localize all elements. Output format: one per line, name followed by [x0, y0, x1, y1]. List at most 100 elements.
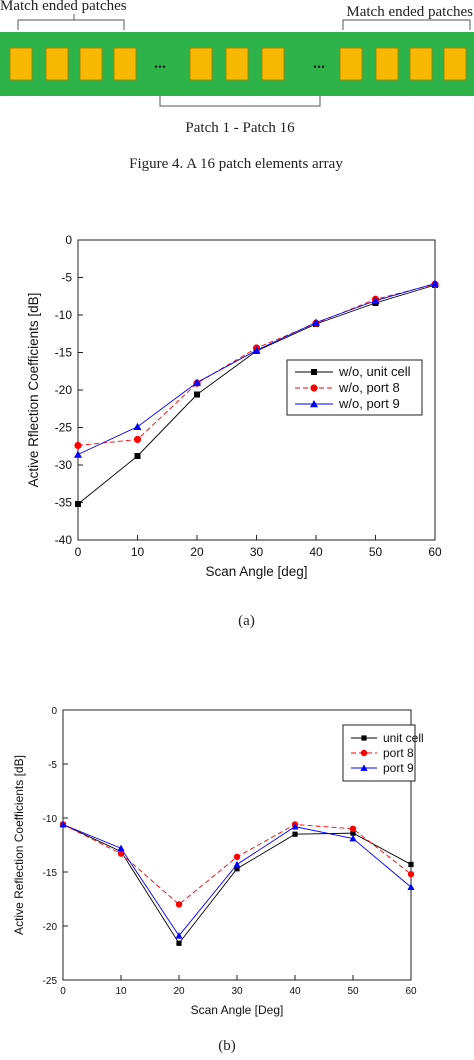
chart-caption: (b) — [218, 1038, 236, 1054]
legend-entry: w/o, port 8 — [338, 380, 400, 395]
patch-element — [225, 47, 249, 81]
patch-element — [261, 47, 285, 81]
patch-element — [9, 47, 33, 81]
patch-element — [79, 47, 103, 81]
data-point — [175, 901, 183, 908]
data-point — [310, 400, 318, 408]
data-point — [117, 850, 125, 857]
bottom-bracket — [159, 96, 321, 107]
match-ended-right-label: Match ended patches — [346, 4, 473, 20]
patch-array-figure: Match ended patches Match ended patches … — [0, 0, 474, 172]
data-point — [133, 435, 142, 444]
x-tick-label: 0 — [60, 986, 66, 997]
data-point — [360, 764, 368, 771]
data-point — [176, 940, 182, 946]
data-point — [407, 883, 415, 890]
y-tick-label: -20 — [43, 922, 58, 933]
patch-range-label: Patch 1 - Patch 16 — [185, 120, 295, 136]
patch-element — [113, 47, 137, 81]
legend-box — [286, 359, 423, 416]
data-point — [193, 378, 201, 386]
data-point — [350, 830, 356, 836]
x-tick-label: 10 — [131, 545, 145, 559]
patch-element — [375, 47, 399, 81]
data-point — [74, 441, 82, 450]
figure-caption: Figure 4. A 16 patch elements array — [129, 156, 343, 172]
data-point — [349, 825, 357, 832]
y-tick-label: -15 — [55, 346, 73, 360]
legend-entry: w/o, unit cell — [338, 364, 411, 379]
legend-entry: unit cell — [383, 731, 424, 745]
x-tick-label: 10 — [115, 986, 127, 997]
patch-element — [339, 47, 363, 81]
y-tick-label: -40 — [55, 533, 73, 547]
data-point — [117, 844, 125, 852]
data-point — [175, 932, 183, 939]
right-bracket — [342, 19, 471, 30]
y-tick-label: -30 — [55, 458, 73, 472]
chart-caption: (a) — [238, 613, 255, 629]
ellipsis-right: ... — [313, 55, 325, 72]
data-point — [233, 860, 241, 868]
y-tick-label: 0 — [65, 233, 72, 247]
y-tick-label: -10 — [43, 814, 58, 825]
y-tick-label: 0 — [51, 706, 57, 717]
x-tick-label: 30 — [250, 545, 264, 559]
x-axis-label: Scan Angle [Deg] — [191, 1003, 284, 1017]
left-bracket — [17, 14, 125, 30]
series-line — [62, 824, 412, 945]
x-tick-label: 40 — [309, 545, 323, 559]
ellipsis-left: ... — [154, 55, 166, 72]
y-tick-label: -5 — [61, 271, 72, 285]
data-point — [59, 820, 67, 828]
match-ended-left-label: Match ended patches — [0, 0, 127, 14]
data-point — [360, 749, 368, 757]
patch-element — [45, 47, 69, 81]
patch-element — [409, 47, 433, 81]
data-point — [310, 384, 318, 392]
y-axis-label: Active Reflection Coefficients [dB] — [12, 755, 26, 935]
x-tick-label: 0 — [75, 545, 82, 559]
data-point — [194, 391, 200, 398]
y-tick-label: -10 — [55, 308, 73, 322]
y-tick-label: -35 — [55, 496, 73, 510]
data-point — [234, 866, 240, 872]
legend-entry: port 8 — [383, 746, 414, 760]
data-point — [74, 450, 82, 458]
patch-elements — [9, 47, 467, 81]
data-point — [133, 422, 142, 430]
data-point — [349, 834, 357, 842]
chart-a: 0-5-10-15-20-25-30-35-400 10 20 30 40 50 60Sca… — [26, 233, 442, 629]
legend-entry: w/o, port 9 — [338, 396, 400, 411]
y-axis-label: Active Rflection Coefficients [dB] — [26, 293, 41, 488]
data-point — [134, 453, 141, 459]
x-tick-label: 50 — [369, 545, 383, 559]
y-tick-label: -25 — [55, 421, 73, 435]
data-point — [311, 369, 317, 375]
data-point — [371, 296, 380, 304]
data-point — [312, 318, 320, 326]
patch-element — [189, 47, 213, 81]
x-tick-label: 40 — [289, 986, 301, 997]
x-tick-label: 60 — [428, 545, 442, 559]
data-point — [291, 823, 299, 830]
x-axis-label: Scan Angle [deg] — [205, 564, 307, 579]
y-tick-label: -15 — [43, 868, 58, 879]
data-point — [233, 853, 241, 861]
patch-element — [443, 47, 467, 81]
data-point — [292, 831, 298, 837]
data-point — [408, 861, 414, 868]
x-tick-label: 30 — [231, 986, 243, 997]
y-tick-label: -5 — [48, 760, 57, 771]
x-tick-label: 60 — [405, 986, 417, 997]
data-point — [407, 870, 415, 878]
data-point — [361, 735, 367, 741]
x-tick-label: 20 — [190, 545, 204, 559]
legend-entry: port 9 — [383, 761, 414, 775]
y-tick-label: -20 — [55, 383, 73, 397]
x-tick-label: 20 — [173, 986, 185, 997]
data-point — [431, 279, 439, 287]
series-line — [62, 824, 412, 937]
